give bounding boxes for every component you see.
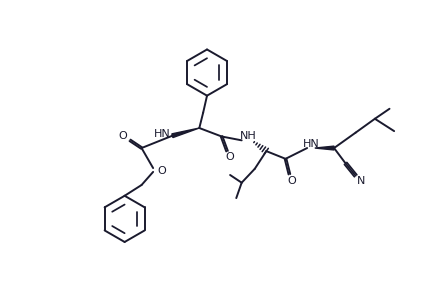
Text: O: O — [287, 176, 296, 186]
Text: O: O — [226, 152, 235, 162]
Text: O: O — [119, 131, 128, 141]
Polygon shape — [315, 146, 334, 150]
Polygon shape — [172, 128, 199, 137]
Text: NH: NH — [240, 131, 256, 141]
Text: O: O — [158, 166, 166, 176]
Text: HN: HN — [302, 139, 319, 149]
Text: N: N — [357, 176, 365, 186]
Text: HN: HN — [154, 129, 171, 139]
